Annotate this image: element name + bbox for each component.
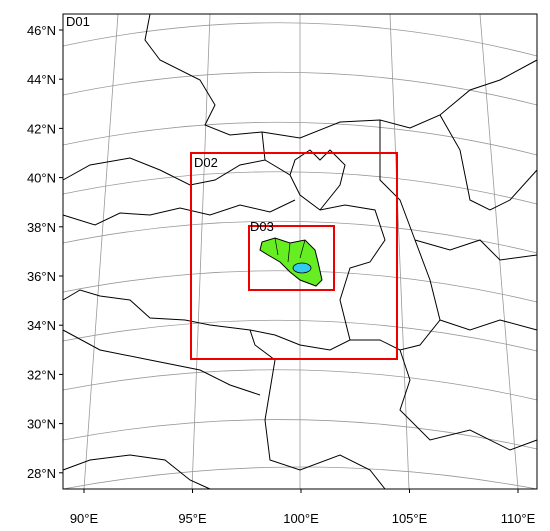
lon-label: 105°E [392, 511, 428, 526]
lat-label: 38°N [27, 220, 56, 235]
domain-label: D03 [250, 219, 274, 234]
d01-frame [62, 13, 538, 490]
lon-label: 90°E [70, 511, 99, 526]
lat-label: 28°N [27, 466, 56, 481]
lat-label: 46°N [27, 23, 56, 38]
domain-label: D02 [194, 155, 218, 170]
lat-label: 32°N [27, 367, 56, 382]
lat-label: 42°N [27, 121, 56, 136]
lon-label: 95°E [178, 511, 207, 526]
lon-labels: 90°E 95°E 100°E 105°E 110°E [70, 489, 536, 526]
lat-label: 36°N [27, 269, 56, 284]
lat-labels: 46°N 44°N 42°N 40°N 38°N 36°N 34°N 32°N 30°N 28°N [27, 23, 63, 481]
d02-box [190, 152, 398, 360]
lon-label: 110°E [501, 511, 536, 526]
lat-label: 30°N [27, 417, 56, 432]
lat-label: 34°N [27, 318, 56, 333]
d03-box [248, 225, 335, 291]
lat-label: 44°N [27, 72, 56, 87]
boundaries [62, 13, 538, 490]
basin [259, 237, 323, 287]
lat-label: 40°N [27, 171, 56, 186]
domain-label: D01 [66, 14, 90, 29]
lon-label: 100°E [283, 511, 319, 526]
